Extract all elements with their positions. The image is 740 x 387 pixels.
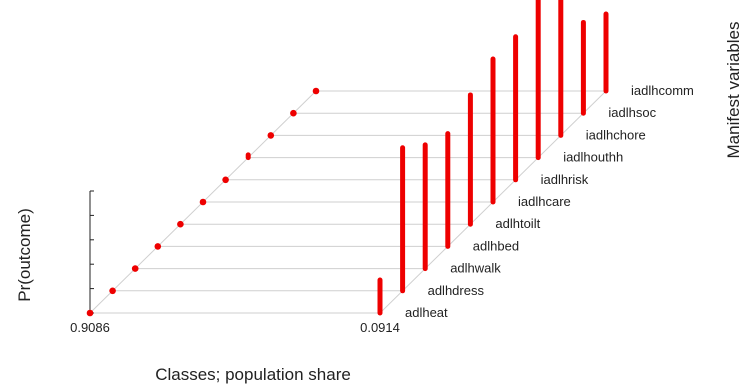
variable-label-iadlhsoc: iadlhsoc (608, 105, 656, 120)
point-adlhtoilt (177, 220, 184, 228)
variable-label-adlheat: adlheat (405, 305, 448, 320)
point-iadlhrisk (222, 176, 229, 184)
y-axis-title: Pr(outcome) (15, 208, 34, 302)
variable-label-adlhwalk: adlhwalk (450, 261, 501, 276)
variable-label-iadlhcare: iadlhcare (518, 194, 571, 209)
z-axis-title: Manifest variables (724, 21, 740, 158)
point-adlhdress (109, 287, 116, 295)
variable-label-iadlhrisk: iadlhrisk (541, 172, 589, 187)
variable-label-iadlhchore: iadlhchore (586, 127, 646, 142)
point-iadlhcomm (312, 87, 320, 95)
y-axis (89, 190, 94, 314)
variable-labels: adlheat adlhdress adlhwalk adlhbed adlhtoilt… (405, 83, 694, 320)
point-adlhbed (154, 243, 162, 250)
variable-label-adlhdress: adlhdress (428, 283, 485, 298)
variable-label-iadlhcomm: iadlhcomm (631, 83, 694, 98)
data-bars (86, 0, 609, 317)
x-tick-label-class-2: 0.0914 (360, 320, 400, 335)
point-iadlhsoc (290, 109, 297, 117)
point-iadlhchore (267, 132, 275, 139)
variable-label-adlhtoilt: adlhtoilt (495, 216, 540, 231)
variable-label-adlhbed: adlhbed (473, 238, 519, 253)
point-adlhwalk (131, 265, 139, 272)
x-tick-label-class-1: 0.9086 (70, 320, 110, 335)
x-axis-title: Classes; population share (155, 365, 351, 384)
point-adlheat (86, 309, 94, 317)
point-iadlhcare (199, 198, 207, 206)
variable-label-iadlhouthh: iadlhouthh (563, 150, 623, 165)
